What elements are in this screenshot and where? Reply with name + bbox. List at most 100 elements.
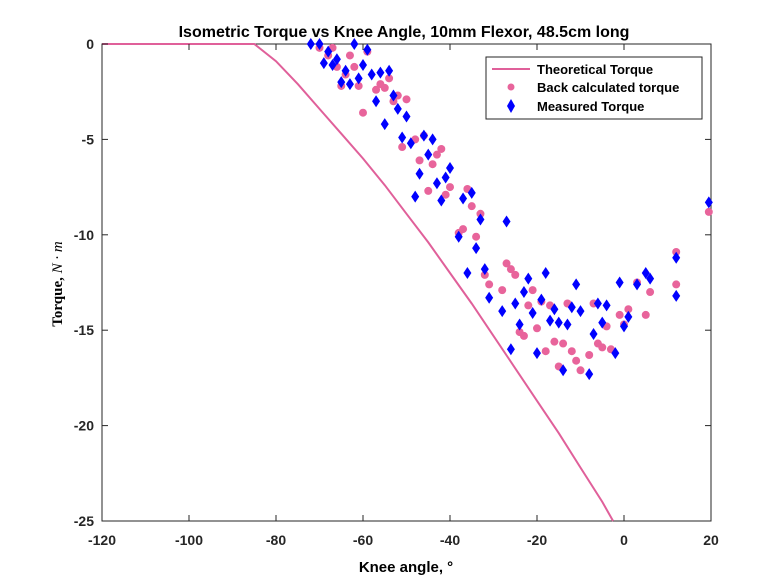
measured-point: [563, 318, 572, 331]
measured-point: [332, 53, 341, 66]
measured-point: [519, 286, 528, 299]
measured-point: [620, 320, 628, 333]
back-calculated-point: [446, 183, 454, 192]
measured-point: [472, 242, 481, 255]
measured-point: [524, 272, 533, 285]
measured-point: [432, 177, 441, 190]
back-calculated-point: [432, 150, 441, 159]
series-layer: [102, 38, 713, 522]
back-calculated-point: [615, 310, 624, 319]
measured-point: [385, 64, 394, 77]
measured-point: [341, 64, 350, 77]
back-calculated-point: [385, 74, 394, 83]
measured-point: [515, 318, 524, 331]
back-calculated-point: [550, 337, 559, 346]
measured-point: [415, 167, 424, 180]
back-calculated-point: [524, 301, 533, 310]
x-tick-label: -80: [266, 532, 286, 548]
measured-point: [363, 43, 372, 56]
measured-point: [402, 110, 411, 123]
measured-point: [646, 272, 655, 285]
back-calculated-point: [533, 324, 541, 333]
measured-point: [372, 95, 381, 108]
measured-point: [704, 196, 713, 209]
chart-title: Isometric Torque vs Knee Angle, 10mm Fle…: [179, 24, 630, 41]
measured-point: [380, 118, 389, 131]
measured-point: [306, 38, 315, 50]
measured-point: [641, 266, 650, 279]
back-calculated-point: [646, 288, 655, 297]
measured-point: [337, 76, 346, 89]
legend-box: [485, 56, 703, 120]
measured-point: [546, 314, 555, 327]
back-calculated-point: [511, 270, 520, 279]
legend-diamond-symbol: [507, 99, 515, 113]
y-tick-label: -20: [74, 418, 94, 434]
measured-point: [463, 266, 472, 279]
measured-point: [376, 66, 385, 79]
back-calculated-point: [519, 331, 528, 340]
measured-point: [672, 289, 681, 302]
x-tick-label: -120: [88, 532, 116, 548]
back-calculated-point: [704, 207, 713, 216]
measured-point: [437, 194, 446, 207]
back-calculated-point: [576, 366, 585, 375]
measured-point: [441, 171, 450, 184]
back-calculated-point: [528, 286, 537, 295]
back-calculated-point: [541, 347, 550, 356]
y-tick-label: 0: [86, 36, 94, 52]
measured-point: [328, 58, 337, 71]
y-tick-label: -5: [82, 131, 95, 147]
back-calculated-point: [372, 85, 381, 94]
back-calculated-point: [415, 156, 424, 165]
measured-point: [485, 291, 494, 304]
back-calculated-point: [354, 81, 363, 90]
back-calculated-point: [641, 310, 650, 319]
measured-point: [585, 368, 594, 381]
y-tick-label: -25: [74, 513, 94, 529]
axes-box: [101, 43, 712, 522]
measured-point: [354, 72, 363, 85]
x-tick-label: -20: [527, 532, 547, 548]
measured-point: [550, 303, 559, 316]
back-calculated-point: [459, 225, 468, 234]
plot-area: -120 -100 -80 -60 -40 -20 0 20 0 -5 -10 -15 -20 -25: [74, 36, 719, 548]
back-calculated-point: [624, 305, 633, 314]
measured-point: [315, 38, 324, 50]
measured-point: [319, 57, 328, 70]
measured-point: [567, 301, 576, 314]
measured-point: [411, 190, 420, 203]
measured-point: [454, 230, 463, 243]
measured-point: [593, 297, 602, 310]
back-calculated-point: [359, 108, 367, 117]
back-calculated-point: [559, 339, 568, 348]
back-calculated-point: [502, 259, 511, 268]
back-calculated-point: [350, 62, 359, 71]
measured-point: [559, 364, 568, 377]
measured-point: [554, 316, 563, 329]
measured-point: [624, 310, 633, 323]
measured-point: [367, 68, 376, 81]
back-calculated-point: [572, 356, 581, 365]
measured-point: [393, 102, 402, 115]
back-calculated-point: [598, 343, 607, 352]
y-axis-label: Torque, N · m: [50, 241, 66, 327]
x-tick-label: -40: [440, 532, 460, 548]
measured-point: [511, 297, 520, 310]
measured-point: [633, 278, 642, 291]
x-tick-label: 0: [620, 532, 628, 548]
y-tick-label: -10: [74, 227, 94, 243]
measured-point: [598, 316, 607, 329]
y-axis-label-text: Torque,: [50, 277, 66, 327]
measured-point: [398, 131, 407, 144]
measured-point: [359, 58, 367, 71]
measured-point: [572, 278, 581, 291]
tick-layer: -120 -100 -80 -60 -40 -20 0 20 0 -5 -10 -15 -20 -25: [74, 36, 719, 548]
measured-point: [459, 192, 468, 205]
theoretical-torque-line: [102, 43, 614, 522]
measured-point: [350, 38, 359, 50]
measured-point: [467, 186, 476, 199]
back-calculated-point: [437, 144, 446, 153]
legend-label-theoretical: Theoretical Torque: [537, 62, 653, 77]
measured-point: [533, 347, 541, 360]
